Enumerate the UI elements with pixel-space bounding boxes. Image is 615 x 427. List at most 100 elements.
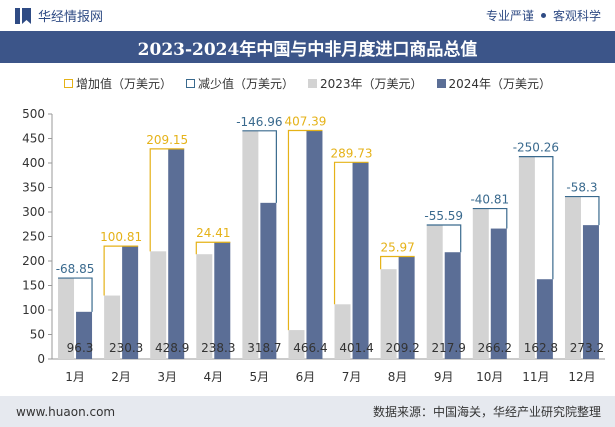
chart-title: 2023-2024年中国与中非月度进口商品总值 [137, 39, 478, 60]
value-label-2024: 266.2 [478, 341, 512, 355]
value-label-2024: 217.9 [432, 341, 466, 355]
decrease-bracket [472, 207, 508, 229]
y-tick-label: 150 [22, 279, 45, 293]
bar-2023 [426, 224, 443, 359]
change-value-label: 100.81 [100, 230, 142, 244]
y-tick-label: 0 [37, 352, 45, 366]
bar-2023 [242, 130, 259, 359]
x-tick-label: 5月 [250, 370, 270, 384]
y-tick-label: 450 [22, 132, 45, 146]
legend-item-2024: 2024年（万美元） [436, 74, 552, 92]
legend-swatch-2023 [307, 78, 317, 88]
y-tick-label: 50 [30, 328, 45, 342]
decrease-bracket [58, 277, 93, 312]
x-tick-label: 2月 [111, 370, 131, 384]
bar-2024 [352, 162, 369, 359]
value-label-2024: 428.9 [155, 341, 189, 355]
y-tick-label: 200 [22, 254, 45, 268]
bar-2024 [306, 130, 323, 359]
increase-bracket [149, 148, 185, 252]
legend-item-decrease: 减少值（万美元） [185, 74, 294, 92]
value-label-2024: 466.4 [293, 341, 327, 355]
value-label-2024: 273.2 [570, 341, 604, 355]
change-value-label: 24.41 [196, 226, 230, 240]
tagline: 专业严谨 客观科学 [486, 7, 601, 24]
x-tick-label: 1月 [65, 370, 85, 384]
x-tick-label: 4月 [203, 370, 223, 384]
value-label-2024: 230.3 [109, 341, 143, 355]
bar-2023 [518, 156, 535, 359]
bar-2023 [288, 330, 305, 359]
x-tick-label: 6月 [296, 370, 316, 384]
bar-2023 [150, 251, 167, 359]
x-tick-label: 9月 [434, 370, 454, 384]
value-label-2024: 318.7 [247, 341, 281, 355]
increase-bracket [195, 241, 231, 255]
top-bar: 华经情报网 专业严谨 客观科学 [0, 0, 615, 31]
increase-bracket [103, 245, 139, 296]
decrease-bracket [564, 195, 600, 226]
value-label-2024: 401.4 [339, 341, 373, 355]
bar-2024 [582, 225, 599, 359]
bar-2023 [334, 304, 351, 359]
brand: 华经情报网 [14, 6, 103, 25]
tagline-left: 专业严谨 [485, 9, 534, 23]
bar-2023 [472, 208, 489, 359]
change-value-label: -250.26 [513, 141, 559, 155]
footer: www.huaon.com 数据来源：中国海关，华经产业研究院整理 [0, 396, 615, 427]
tagline-dot-icon [540, 13, 546, 18]
change-value-label: -146.96 [236, 115, 282, 129]
change-value-label: -68.85 [56, 262, 95, 276]
x-tick-label: 8月 [388, 370, 408, 384]
increase-bracket [333, 161, 369, 305]
legend-swatch-decrease [185, 78, 195, 88]
bar-2023 [104, 295, 121, 359]
x-tick-label: 3月 [157, 370, 177, 384]
change-value-label: 209.15 [146, 133, 188, 147]
change-value-label: 25.97 [380, 240, 414, 254]
bar-2024 [398, 256, 415, 359]
legend-item-increase: 增加值（万美元） [63, 74, 172, 92]
value-label-2024: 162.8 [524, 341, 558, 355]
y-tick-label: 300 [22, 205, 45, 219]
legend-item-2023: 2023年（万美元） [307, 74, 423, 92]
chart-plot: 0 50 100 150 200 250 300 350 400 450 500 -68.85 96.3… [22, 107, 605, 384]
bar-2024 [76, 311, 93, 359]
change-value-label: 407.39 [284, 114, 326, 128]
bar-2024 [214, 242, 231, 359]
legend-swatch-increase [63, 78, 73, 88]
footer-source: 数据来源：中国海关，华经产业研究院整理 [372, 405, 601, 419]
bar-2024 [168, 148, 185, 359]
legend-label-increase: 增加值（万美元） [75, 76, 172, 91]
bar-2024 [260, 202, 277, 359]
value-label-2024: 238.3 [201, 341, 235, 355]
x-tick-label: 7月 [342, 370, 362, 384]
legend-label-decrease: 减少值（万美元） [197, 76, 294, 91]
tagline-right: 客观科学 [552, 9, 601, 23]
value-label-2024: 96.3 [67, 341, 94, 355]
bookmark-logo-icon [15, 7, 31, 24]
decrease-bracket [518, 156, 554, 280]
bar-2023 [58, 278, 75, 359]
footer-url: www.huaon.com [16, 404, 116, 419]
x-tick-label: 11月 [522, 370, 549, 384]
brand-name: 华经情报网 [38, 10, 104, 25]
change-value-label: -55.59 [424, 209, 463, 223]
legend: 增加值（万美元） 减少值（万美元） 2023年（万美元） 2024年（万美元） [0, 74, 615, 92]
legend-label-2024: 2024年（万美元） [448, 76, 552, 91]
y-tick-label: 250 [22, 230, 45, 244]
legend-label-2023: 2023年（万美元） [319, 76, 423, 91]
bar-2024 [490, 228, 507, 359]
change-value-label: -40.81 [470, 193, 509, 207]
change-value-label: -58.3 [566, 181, 597, 195]
y-tick-label: 100 [22, 303, 45, 317]
decrease-bracket [242, 130, 277, 203]
bar-2023 [380, 269, 397, 359]
y-tick-label: 400 [22, 156, 45, 170]
bar-2024 [536, 279, 553, 359]
change-value-label: 289.73 [331, 146, 373, 160]
bar-2024 [444, 252, 461, 359]
x-tick-label: 12月 [568, 370, 595, 384]
y-tick-label: 500 [22, 107, 45, 121]
bar-2023 [196, 254, 213, 359]
